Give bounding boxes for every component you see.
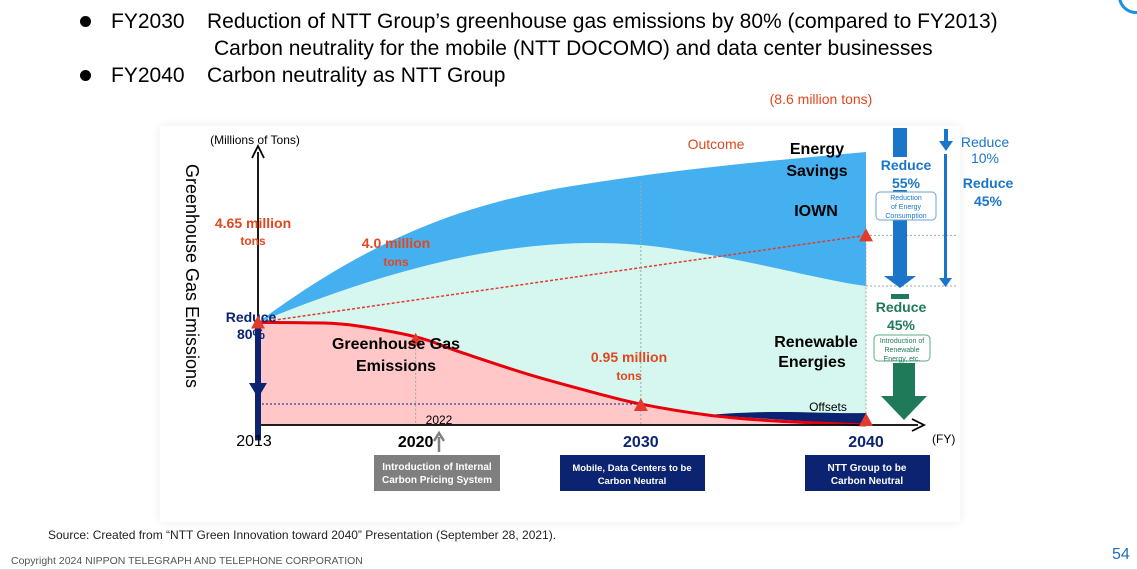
bullet-fy2030: FY2030 Reduction of NTT Group’s greenhou… (76, 8, 1076, 35)
energy-savings-label: Energy (790, 141, 844, 158)
y-axis-label: Greenhouse Gas Emissions (182, 164, 202, 388)
label-2013-value: 4.65 million (215, 215, 291, 231)
x-tick-2020: 2020 (398, 434, 434, 451)
label-2030-unit: tons (616, 369, 642, 383)
reduce-55-sub-3: Consumption (885, 213, 926, 220)
reduce-45-right-label: Reduce (963, 175, 1014, 191)
source-note: Source: Created from “NTT Green Innovati… (48, 528, 557, 542)
reduce-55-sub-1: Reduction (890, 195, 922, 202)
reduce-55-label-bg (878, 157, 937, 190)
bullet-text: Carbon neutrality for the mobile (NTT DO… (214, 37, 933, 60)
y-axis-unit: (Millions of Tons) (210, 133, 300, 147)
arrow-2022 (432, 430, 446, 452)
bullet-fy2040: FY2040 Carbon neutrality as NTT Group (76, 62, 1076, 89)
emissions-line (257, 320, 867, 427)
energy-savings-label-2: Savings (786, 163, 847, 180)
milestone-2040-line1: NTT Group to be (828, 463, 907, 474)
marker-2013 (251, 315, 265, 329)
reduce-45-arrow-shaft (944, 154, 947, 280)
x-axis-unit: (FY) (932, 432, 955, 446)
reduce-55-sub-box (875, 191, 937, 221)
milestone-2022-line2: Carbon Pricing System (382, 475, 492, 486)
milestone-2030-line2: Carbon Neutral (598, 476, 667, 487)
reduce-45-green-cap (891, 294, 909, 299)
marker-2040-outcome (859, 228, 873, 242)
label-2013-unit: tons (240, 234, 266, 248)
outcome-label: Outcome (688, 136, 745, 152)
marker-2040 (859, 413, 873, 426)
label-2020-value: 4.0 million (362, 235, 430, 251)
offsets-label: Offsets (809, 400, 847, 414)
milestone-2030-line1: Mobile, Data Centers to be (572, 463, 691, 474)
milestone-2022-line1: Introduction of Internal (382, 462, 492, 473)
reduce-45-green-arrow-shaft (893, 363, 915, 396)
x-tick-2040: 2040 (848, 434, 884, 451)
reduce-10-arrowhead (939, 141, 953, 151)
reduce-45-sub-3: Energy, etc. (884, 356, 921, 363)
bullet-year: FY2040 (111, 64, 185, 87)
reduce-10-label: Reduce (961, 134, 1009, 150)
label-2040-outcome: (8.6 million tons) (770, 91, 873, 107)
bullet-dot (80, 16, 91, 27)
bullet-text: Carbon neutrality as NTT Group (207, 64, 506, 87)
bullet-dot (80, 70, 91, 81)
reduce-55-sub-2: of Energy (891, 204, 921, 211)
bullet-fy2030-line2: Carbon neutrality for the mobile (NTT DO… (76, 35, 1076, 62)
reduce-45-green-arrowhead (881, 396, 927, 420)
x-tick-2022: 2022 (426, 413, 453, 427)
label-2020-unit: tons (383, 255, 409, 269)
x-axis-arrowhead (911, 418, 927, 432)
milestone-2022-box (374, 455, 500, 491)
energy-savings-region (258, 152, 866, 323)
milestone-2030-box (560, 455, 705, 491)
reduce-80-label: Reduce (226, 309, 277, 325)
reduce-45-right-value: 45% (974, 193, 1003, 209)
emissions-label-2: Emissions (356, 358, 436, 375)
emissions-area (258, 322, 866, 425)
reduce-10-value: 10% (971, 150, 999, 166)
reduce-80-arrowhead (249, 383, 267, 398)
reduce-45-green-label: Reduce (876, 299, 927, 315)
label-2030-value: 0.95 million (591, 349, 667, 365)
offsets-region (708, 412, 866, 425)
header-bullets: FY2030 Reduction of NTT Group’s greenhou… (76, 8, 1076, 89)
renewable-label: Renewable (774, 334, 858, 351)
reduce-55-value: 55% (892, 175, 921, 191)
copyright: Copyright 2024 NIPPON TELEGRAPH AND TELE… (11, 555, 363, 567)
bullet-year: FY2030 (111, 10, 185, 33)
renewable-label-2: Energies (778, 354, 846, 371)
reduce-10-arrow-shaft (944, 129, 948, 142)
reduce-45-sub-2: Renewable (884, 347, 919, 354)
reduce-45-sub-1: Introduction of (880, 338, 924, 345)
outcome-line (257, 234, 867, 324)
x-tick-2030: 2030 (623, 434, 659, 451)
marker-2030 (633, 398, 648, 412)
milestone-2040-line2: Carbon Neutral (831, 476, 903, 487)
x-tick-2013: 2013 (236, 433, 272, 450)
iown-label: IOWN (794, 203, 838, 220)
page-number: 54 (1112, 546, 1130, 563)
milestone-2040-box (805, 455, 930, 491)
reduce-55-label: Reduce (881, 157, 932, 173)
reduce-80-value: 80% (237, 326, 266, 342)
reduce-45-arrowhead (939, 278, 952, 287)
y-axis-arrowhead (251, 143, 265, 159)
bullet-text: Reduction of NTT Group’s greenhouse gas … (207, 10, 998, 33)
marker-2020 (408, 332, 423, 346)
reduce-45-sub-box (873, 334, 931, 362)
reduce-45-green-value: 45% (887, 317, 916, 333)
emissions-label: Greenhouse Gas (332, 336, 460, 353)
reduce-55-arrowhead (884, 276, 916, 288)
